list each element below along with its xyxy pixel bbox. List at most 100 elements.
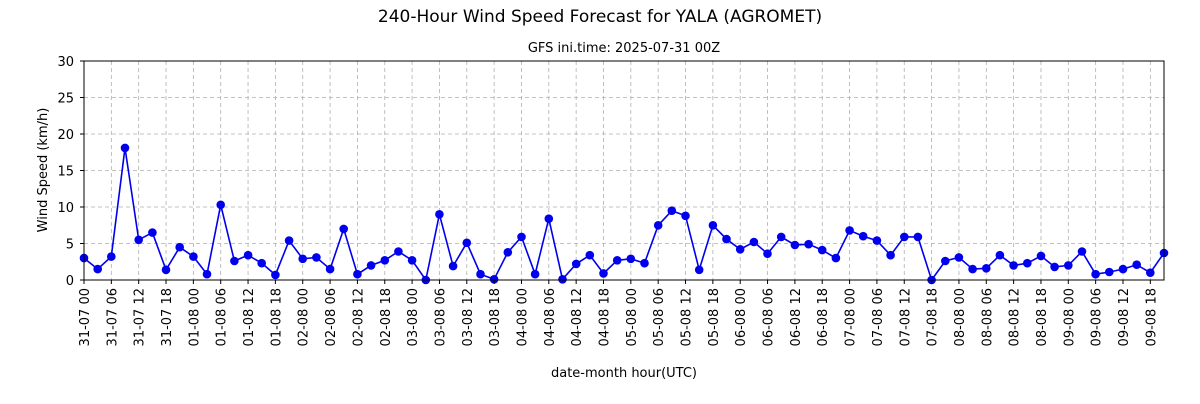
grid-lines <box>83 60 1164 281</box>
data-point <box>640 258 649 268</box>
data-point <box>831 253 841 263</box>
data-point <box>845 226 854 235</box>
x-tick-label: 06-08 18 <box>816 288 831 346</box>
data-point <box>216 200 225 210</box>
data-point <box>1146 268 1155 278</box>
x-tick-label: 04-08 12 <box>570 288 585 346</box>
data-point <box>284 236 294 245</box>
x-tick-label: 02-08 06 <box>324 288 339 346</box>
data-point <box>1118 264 1128 274</box>
data-point <box>1023 258 1032 268</box>
x-tick-label: 05-08 00 <box>625 288 640 346</box>
y-tick-label: 30 <box>57 55 74 70</box>
x-tick-label: 01-08 00 <box>187 288 202 346</box>
data-point <box>954 253 964 262</box>
data-point <box>148 228 157 237</box>
data-point <box>202 269 212 279</box>
data-point <box>667 206 677 215</box>
data-point <box>175 242 184 252</box>
x-tick-label: 04-08 18 <box>597 288 612 346</box>
data-point <box>120 143 130 153</box>
x-tick-label: 08-08 00 <box>953 288 968 346</box>
data-point <box>694 265 704 275</box>
x-tick-label: 07-08 00 <box>844 288 859 346</box>
data-point <box>858 231 868 241</box>
data-point <box>995 250 1005 260</box>
x-tick-label: 04-08 06 <box>543 288 558 346</box>
data-point <box>982 264 991 273</box>
data-point <box>1091 269 1100 279</box>
data-point <box>913 232 923 242</box>
x-tick-label: 08-08 18 <box>1035 288 1050 346</box>
x-tick-label: 05-08 18 <box>707 288 722 346</box>
data-point <box>749 237 759 247</box>
data-point <box>804 239 813 249</box>
x-tick-label: 05-08 06 <box>652 288 667 346</box>
data-point <box>1064 261 1073 270</box>
data-point <box>544 214 554 223</box>
data-point <box>1077 247 1087 256</box>
data-point <box>394 247 403 256</box>
data-point <box>941 256 950 266</box>
x-tick-label: 07-08 18 <box>926 288 941 346</box>
x-tick-label: 31-07 00 <box>78 288 93 346</box>
data-point <box>1036 251 1046 261</box>
x-tick-label: 09-08 00 <box>1062 288 1077 346</box>
data-point <box>763 249 772 258</box>
y-tick-label: 10 <box>57 201 74 216</box>
data-point <box>271 270 280 280</box>
x-tick-label: 07-08 12 <box>898 288 913 346</box>
data-point <box>448 261 458 271</box>
data-point <box>722 234 731 244</box>
data-point <box>599 269 608 278</box>
data-point <box>886 250 895 260</box>
x-tick-label: 09-08 12 <box>1117 288 1132 346</box>
data-point <box>571 259 581 269</box>
x-tick-label: 01-08 12 <box>242 288 257 346</box>
data-point <box>1050 262 1059 272</box>
data-point <box>312 253 321 262</box>
data-point <box>708 221 718 230</box>
data-point <box>298 254 308 264</box>
data-point <box>230 256 239 266</box>
data-point <box>257 258 267 268</box>
x-tick-label: 07-08 06 <box>871 288 886 346</box>
x-tick-label: 31-07 12 <box>133 288 148 346</box>
y-tick-label: 15 <box>57 165 74 180</box>
y-tick-label: 20 <box>57 128 74 143</box>
data-point <box>585 250 595 260</box>
data-point <box>462 238 472 248</box>
y-axis-label: Wind Speed (km/h) <box>36 108 51 233</box>
x-axis-label: date-month hour(UTC) <box>551 366 697 381</box>
y-tick-label: 0 <box>66 274 74 289</box>
chart-title: 240-Hour Wind Speed Forecast for YALA (A… <box>378 7 822 27</box>
data-point <box>626 254 636 264</box>
chart-subtitle: GFS ini.time: 2025-07-31 00Z <box>528 41 720 56</box>
data-point <box>407 255 417 265</box>
x-tick-label: 03-08 00 <box>406 288 421 346</box>
x-tick-label: 06-08 06 <box>762 288 777 346</box>
x-tick-label: 02-08 18 <box>379 288 394 346</box>
x-tick-label: 06-08 00 <box>734 288 749 346</box>
data-point <box>653 221 663 230</box>
data-point <box>1132 260 1141 270</box>
data-point <box>353 269 362 279</box>
x-tick-label: 02-08 00 <box>297 288 312 346</box>
data-point <box>735 245 745 254</box>
data-point <box>435 210 444 219</box>
x-axis: 31-07 00 31-07 06 31-07 12 31-07 18 01-08 00… <box>78 280 1159 346</box>
x-tick-label: 31-07 06 <box>105 288 120 346</box>
data-point <box>93 264 102 274</box>
data-point <box>681 211 690 221</box>
data-point <box>325 264 335 274</box>
y-tick-label: 5 <box>66 238 74 253</box>
data-point <box>776 232 786 242</box>
series-line <box>83 147 1165 282</box>
x-tick-label: 03-08 06 <box>433 288 448 346</box>
data-point <box>1105 267 1114 277</box>
x-tick-label: 02-08 12 <box>351 288 366 346</box>
series-layer <box>79 143 1169 285</box>
data-point <box>517 232 526 242</box>
